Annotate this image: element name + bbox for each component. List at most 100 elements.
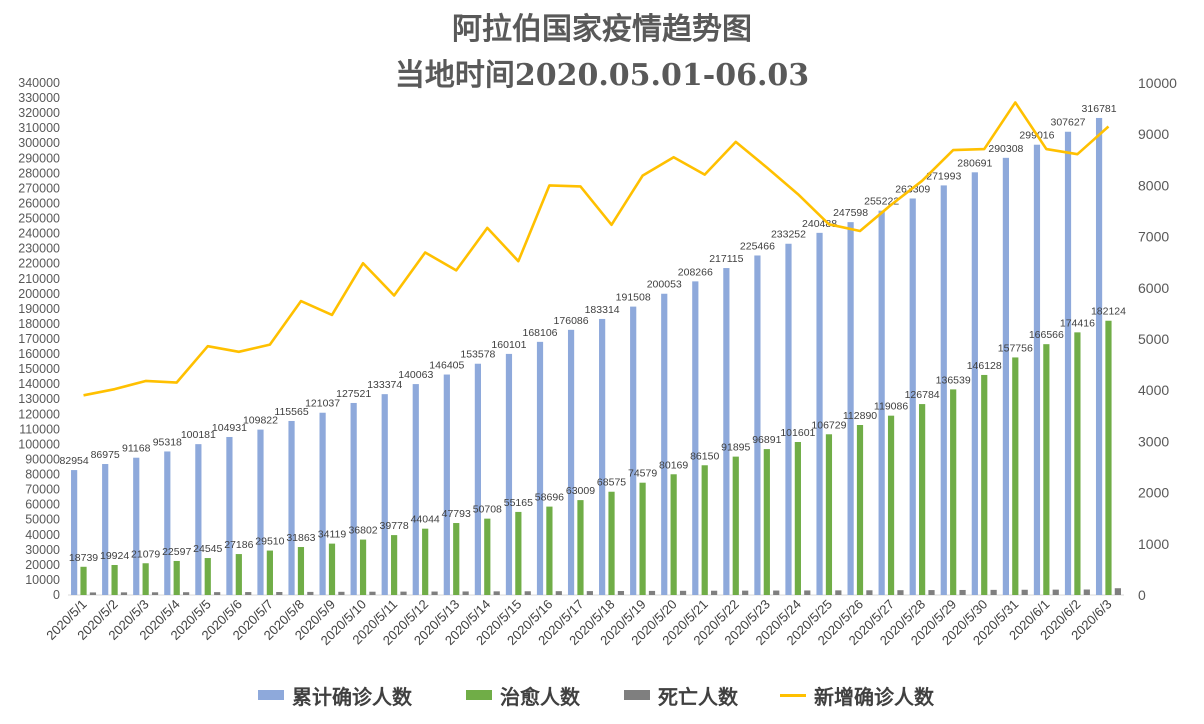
bar-recovered bbox=[515, 511, 522, 595]
bar-cumulative bbox=[195, 444, 202, 595]
y-tick-label: 220000 bbox=[18, 257, 60, 271]
bar-data-label: 96891 bbox=[752, 434, 781, 446]
y2-tick-label: 7000 bbox=[1138, 229, 1169, 245]
bar-cumulative bbox=[1064, 131, 1072, 595]
legend-swatch-cumulative bbox=[258, 690, 284, 700]
bar-data-label: 166566 bbox=[1029, 329, 1064, 341]
bar-deaths bbox=[711, 590, 718, 595]
bar-cumulative bbox=[723, 268, 730, 595]
bar-recovered bbox=[1105, 320, 1112, 595]
bar-cumulative bbox=[661, 293, 668, 595]
bar-data-label: 316781 bbox=[1082, 103, 1117, 115]
y-tick-label: 260000 bbox=[18, 196, 60, 210]
bar-data-label: 31863 bbox=[286, 532, 315, 544]
bar-data-label: 290308 bbox=[988, 143, 1023, 155]
bar-cumulative bbox=[164, 451, 171, 595]
bar-deaths bbox=[586, 591, 593, 595]
y-tick-label: 140000 bbox=[18, 377, 60, 391]
bar-recovered bbox=[794, 442, 801, 595]
bar-cumulative bbox=[940, 185, 947, 596]
bar-data-label: 127521 bbox=[336, 388, 371, 400]
y-tick-label: 150000 bbox=[18, 362, 60, 376]
y-tick-label: 200000 bbox=[18, 287, 60, 301]
y2-tick-label: 8000 bbox=[1138, 177, 1169, 193]
bar-cumulative bbox=[412, 384, 419, 595]
bar-cumulative bbox=[288, 420, 295, 595]
bar-data-label: 104931 bbox=[212, 422, 247, 434]
bar-cumulative bbox=[381, 394, 388, 595]
bar-recovered bbox=[80, 566, 87, 595]
bar-cumulative bbox=[71, 470, 78, 595]
legend-item-cumulative: 累计确诊人数 bbox=[258, 680, 412, 710]
bar-deaths bbox=[742, 590, 749, 595]
bar-recovered bbox=[173, 560, 180, 595]
y-tick-label: 130000 bbox=[18, 392, 60, 406]
y-tick-label: 280000 bbox=[18, 166, 60, 180]
bar-data-label: 119086 bbox=[874, 401, 908, 413]
bar-data-label: 95318 bbox=[153, 436, 182, 448]
bar-recovered bbox=[235, 554, 242, 595]
legend-item-deaths: 死亡人数 bbox=[624, 680, 738, 710]
y2-tick-label: 5000 bbox=[1138, 331, 1169, 347]
y-tick-label: 240000 bbox=[18, 227, 60, 241]
bar-data-label: 191508 bbox=[616, 292, 651, 304]
legend-item-recovered: 治愈人数 bbox=[466, 680, 580, 710]
bar-cumulative bbox=[785, 243, 792, 595]
y2-tick-label: 6000 bbox=[1138, 280, 1169, 296]
bar-cumulative bbox=[692, 281, 699, 595]
bar-deaths bbox=[897, 590, 904, 595]
bar-data-label: 19924 bbox=[100, 550, 129, 562]
bar-recovered bbox=[142, 563, 149, 595]
bar-cumulative bbox=[567, 329, 575, 595]
y-tick-label: 300000 bbox=[18, 136, 60, 150]
bar-recovered bbox=[825, 434, 833, 595]
bar-data-label: 271993 bbox=[926, 170, 961, 182]
bar-deaths bbox=[493, 591, 500, 595]
bar-data-label: 74579 bbox=[628, 468, 657, 480]
bar-data-label: 55165 bbox=[504, 497, 533, 509]
bar-cumulative bbox=[599, 318, 606, 595]
bar-deaths bbox=[1114, 588, 1121, 595]
bar-recovered bbox=[204, 558, 211, 595]
y-tick-label: 90000 bbox=[25, 452, 60, 466]
bar-data-label: 183314 bbox=[585, 304, 620, 316]
bar-recovered bbox=[453, 523, 460, 595]
bar-data-label: 44044 bbox=[411, 514, 440, 526]
y-tick-label: 20000 bbox=[25, 558, 60, 572]
bar-data-label: 80169 bbox=[659, 459, 688, 471]
bar-cumulative bbox=[443, 374, 450, 595]
y2-tick-label: 0 bbox=[1138, 587, 1146, 603]
bar-recovered bbox=[546, 506, 553, 595]
bar-deaths bbox=[369, 591, 376, 595]
bar-recovered bbox=[856, 425, 864, 595]
y2-tick-label: 2000 bbox=[1138, 485, 1169, 501]
bar-data-label: 280691 bbox=[957, 157, 992, 169]
bar-data-label: 146128 bbox=[967, 360, 1002, 372]
bar-data-label: 160101 bbox=[491, 339, 526, 351]
legend-item-new: 新增确诊人数 bbox=[780, 680, 934, 710]
bar-deaths bbox=[773, 590, 780, 595]
y-tick-label: 100000 bbox=[18, 437, 60, 451]
bar-deaths bbox=[1021, 589, 1028, 595]
y-tick-label: 120000 bbox=[18, 407, 60, 421]
bar-deaths bbox=[804, 590, 811, 595]
y-tick-label: 310000 bbox=[18, 121, 60, 135]
bar-deaths bbox=[524, 591, 531, 595]
bar-cumulative bbox=[102, 464, 109, 595]
bar-recovered bbox=[1074, 332, 1081, 595]
y-tick-label: 290000 bbox=[18, 151, 60, 165]
bar-cumulative bbox=[350, 402, 357, 595]
bar-recovered bbox=[732, 456, 739, 595]
bar-data-label: 21079 bbox=[131, 548, 160, 560]
bar-deaths bbox=[555, 591, 562, 595]
y-tick-label: 160000 bbox=[18, 347, 60, 361]
bar-recovered bbox=[1043, 344, 1050, 595]
bar-recovered bbox=[639, 482, 646, 595]
legend-swatch-deaths bbox=[624, 690, 650, 700]
bar-data-label: 68575 bbox=[597, 477, 626, 489]
bar-deaths bbox=[245, 592, 252, 595]
bar-data-label: 58696 bbox=[535, 492, 564, 504]
bar-data-label: 115565 bbox=[274, 406, 308, 418]
bar-deaths bbox=[835, 590, 842, 595]
bar-recovered bbox=[359, 539, 367, 595]
